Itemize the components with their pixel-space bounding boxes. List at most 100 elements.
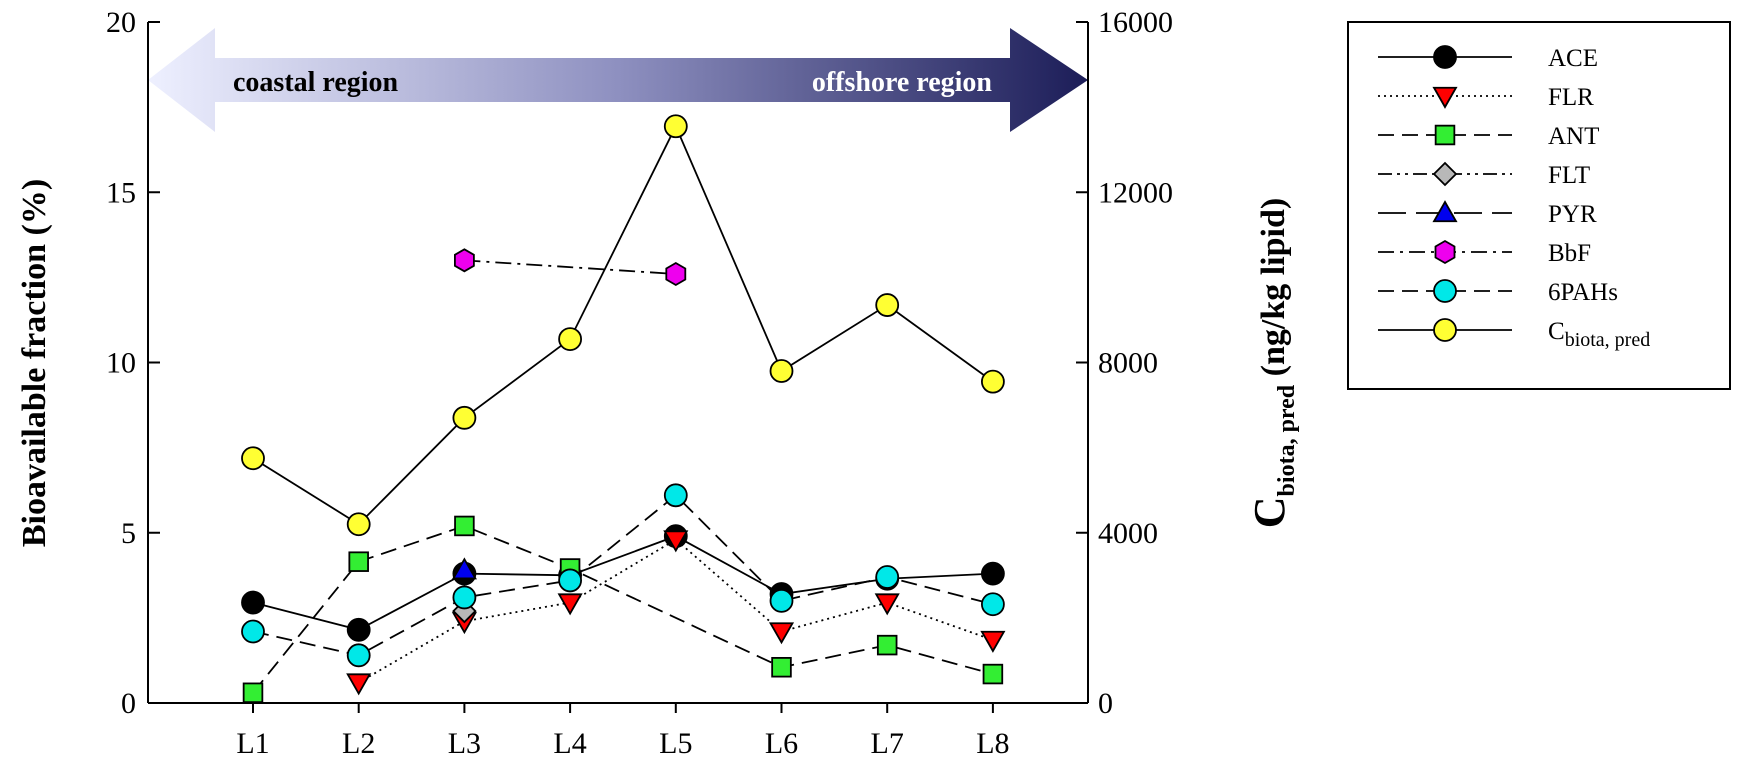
legend-label-sub: biota, pred <box>1565 329 1651 351</box>
right-tick-label: 0 <box>1098 687 1113 720</box>
legend-item: PYR <box>1378 200 1597 228</box>
region-arrow: coastal region offshore region <box>148 28 1088 132</box>
series-1 <box>346 530 1006 696</box>
data-point <box>981 561 1005 586</box>
x-tick-label: L6 <box>765 727 798 760</box>
data-point <box>452 405 477 430</box>
data-point <box>663 483 688 508</box>
legend-marker <box>1432 86 1458 109</box>
legend-item: Cbiota, pred <box>1378 318 1650 351</box>
x-tick-label: L8 <box>976 727 1009 760</box>
data-point <box>665 261 687 287</box>
right-tick-label: 4000 <box>1098 517 1158 550</box>
left-tick-label: 20 <box>106 6 136 39</box>
series-line <box>252 494 994 657</box>
series-line <box>252 124 994 526</box>
x-axis: L1 L2 L3 L4 L5 L6 L7 L8 <box>236 703 1010 760</box>
series-line <box>252 524 994 694</box>
data-point <box>771 656 792 678</box>
legend-box <box>1347 21 1731 390</box>
legend-item: ANT <box>1378 123 1599 150</box>
left-axis-title: Bioavailable fraction (%) <box>16 179 53 547</box>
right-tick-label: 12000 <box>1098 176 1173 209</box>
legend-item: ACE <box>1378 45 1598 72</box>
data-point <box>241 590 265 615</box>
data-point <box>346 673 372 696</box>
legend-label: FLT <box>1548 162 1590 189</box>
x-tick-label: L7 <box>871 727 904 760</box>
data-point <box>663 530 689 553</box>
x-tick-label: L1 <box>236 727 269 760</box>
data-point <box>557 593 583 616</box>
right-axis-title: Cbiota, pred (ng/kg lipid) <box>1245 198 1300 528</box>
legend-marker <box>1434 124 1456 146</box>
x-tick-label: L2 <box>342 727 375 760</box>
data-point <box>346 512 371 537</box>
right-axis-title-tail: (ng/kg lipid) <box>1255 198 1292 385</box>
data-point <box>874 593 900 616</box>
data-point <box>241 619 265 644</box>
plot-frame <box>147 22 1089 704</box>
legend-label: 6PAHs <box>1548 279 1618 306</box>
legend-marker <box>1433 279 1457 303</box>
data-point <box>876 634 898 656</box>
series-6 <box>241 483 1005 668</box>
data-point <box>558 327 582 351</box>
coastal-region-label: coastal region <box>233 67 399 98</box>
data-point <box>242 682 264 704</box>
legend-marker <box>1433 45 1457 69</box>
series-4 <box>451 557 477 580</box>
x-tick-label: L5 <box>659 727 692 760</box>
x-tick-label: L4 <box>553 727 586 760</box>
legend: ACE FLR ANT FLT PYR BbF 6PAHs Cbiota, pred <box>1347 21 1731 390</box>
data-point <box>346 617 371 642</box>
data-point <box>348 551 369 572</box>
left-tick-label: 10 <box>106 347 136 380</box>
series-layer <box>241 114 1006 704</box>
data-point <box>663 114 688 139</box>
x-tick-label: L3 <box>448 727 481 760</box>
legend-marker <box>1433 318 1457 342</box>
data-point <box>769 359 794 383</box>
legend-marker <box>1432 161 1458 187</box>
data-point <box>875 565 900 589</box>
series-line <box>464 259 676 275</box>
right-tick-label: 16000 <box>1098 6 1173 39</box>
legend-marker <box>1432 200 1458 223</box>
legend-item: FLT <box>1378 161 1590 189</box>
series-7 <box>241 114 1005 537</box>
data-point <box>346 643 371 668</box>
right-tick-label: 8000 <box>1098 347 1158 380</box>
data-point <box>241 446 265 471</box>
data-point <box>981 592 1005 617</box>
legend-label: ANT <box>1548 123 1599 150</box>
legend-label: FLR <box>1548 84 1594 111</box>
left-axis: 0 5 10 15 20 <box>106 6 160 720</box>
left-tick-label: 5 <box>121 517 136 550</box>
offshore-region-label: offshore region <box>812 67 993 98</box>
legend-marker <box>1434 239 1456 265</box>
data-point <box>453 248 475 273</box>
right-axis-title-main: C <box>1245 496 1294 528</box>
legend-item: 6PAHs <box>1378 279 1618 306</box>
left-tick-label: 15 <box>106 176 136 209</box>
data-point <box>768 622 795 645</box>
right-axis-title-sub: biota, pred <box>1274 384 1300 496</box>
data-point <box>875 293 900 317</box>
data-point <box>769 588 794 613</box>
data-point <box>454 515 475 537</box>
data-point <box>452 585 477 610</box>
data-point <box>558 568 582 593</box>
series-2 <box>242 515 1004 704</box>
legend-item: BbF <box>1378 239 1591 267</box>
legend-label: BbF <box>1548 240 1591 267</box>
legend-label: Cbiota, pred <box>1548 318 1650 351</box>
left-tick-label: 0 <box>121 687 136 720</box>
legend-label: ACE <box>1548 45 1598 72</box>
data-point <box>981 369 1005 394</box>
right-axis: 0 4000 8000 12000 16000 <box>1076 6 1173 720</box>
data-point <box>980 630 1006 653</box>
data-point <box>982 663 1004 685</box>
data-point <box>451 557 477 580</box>
